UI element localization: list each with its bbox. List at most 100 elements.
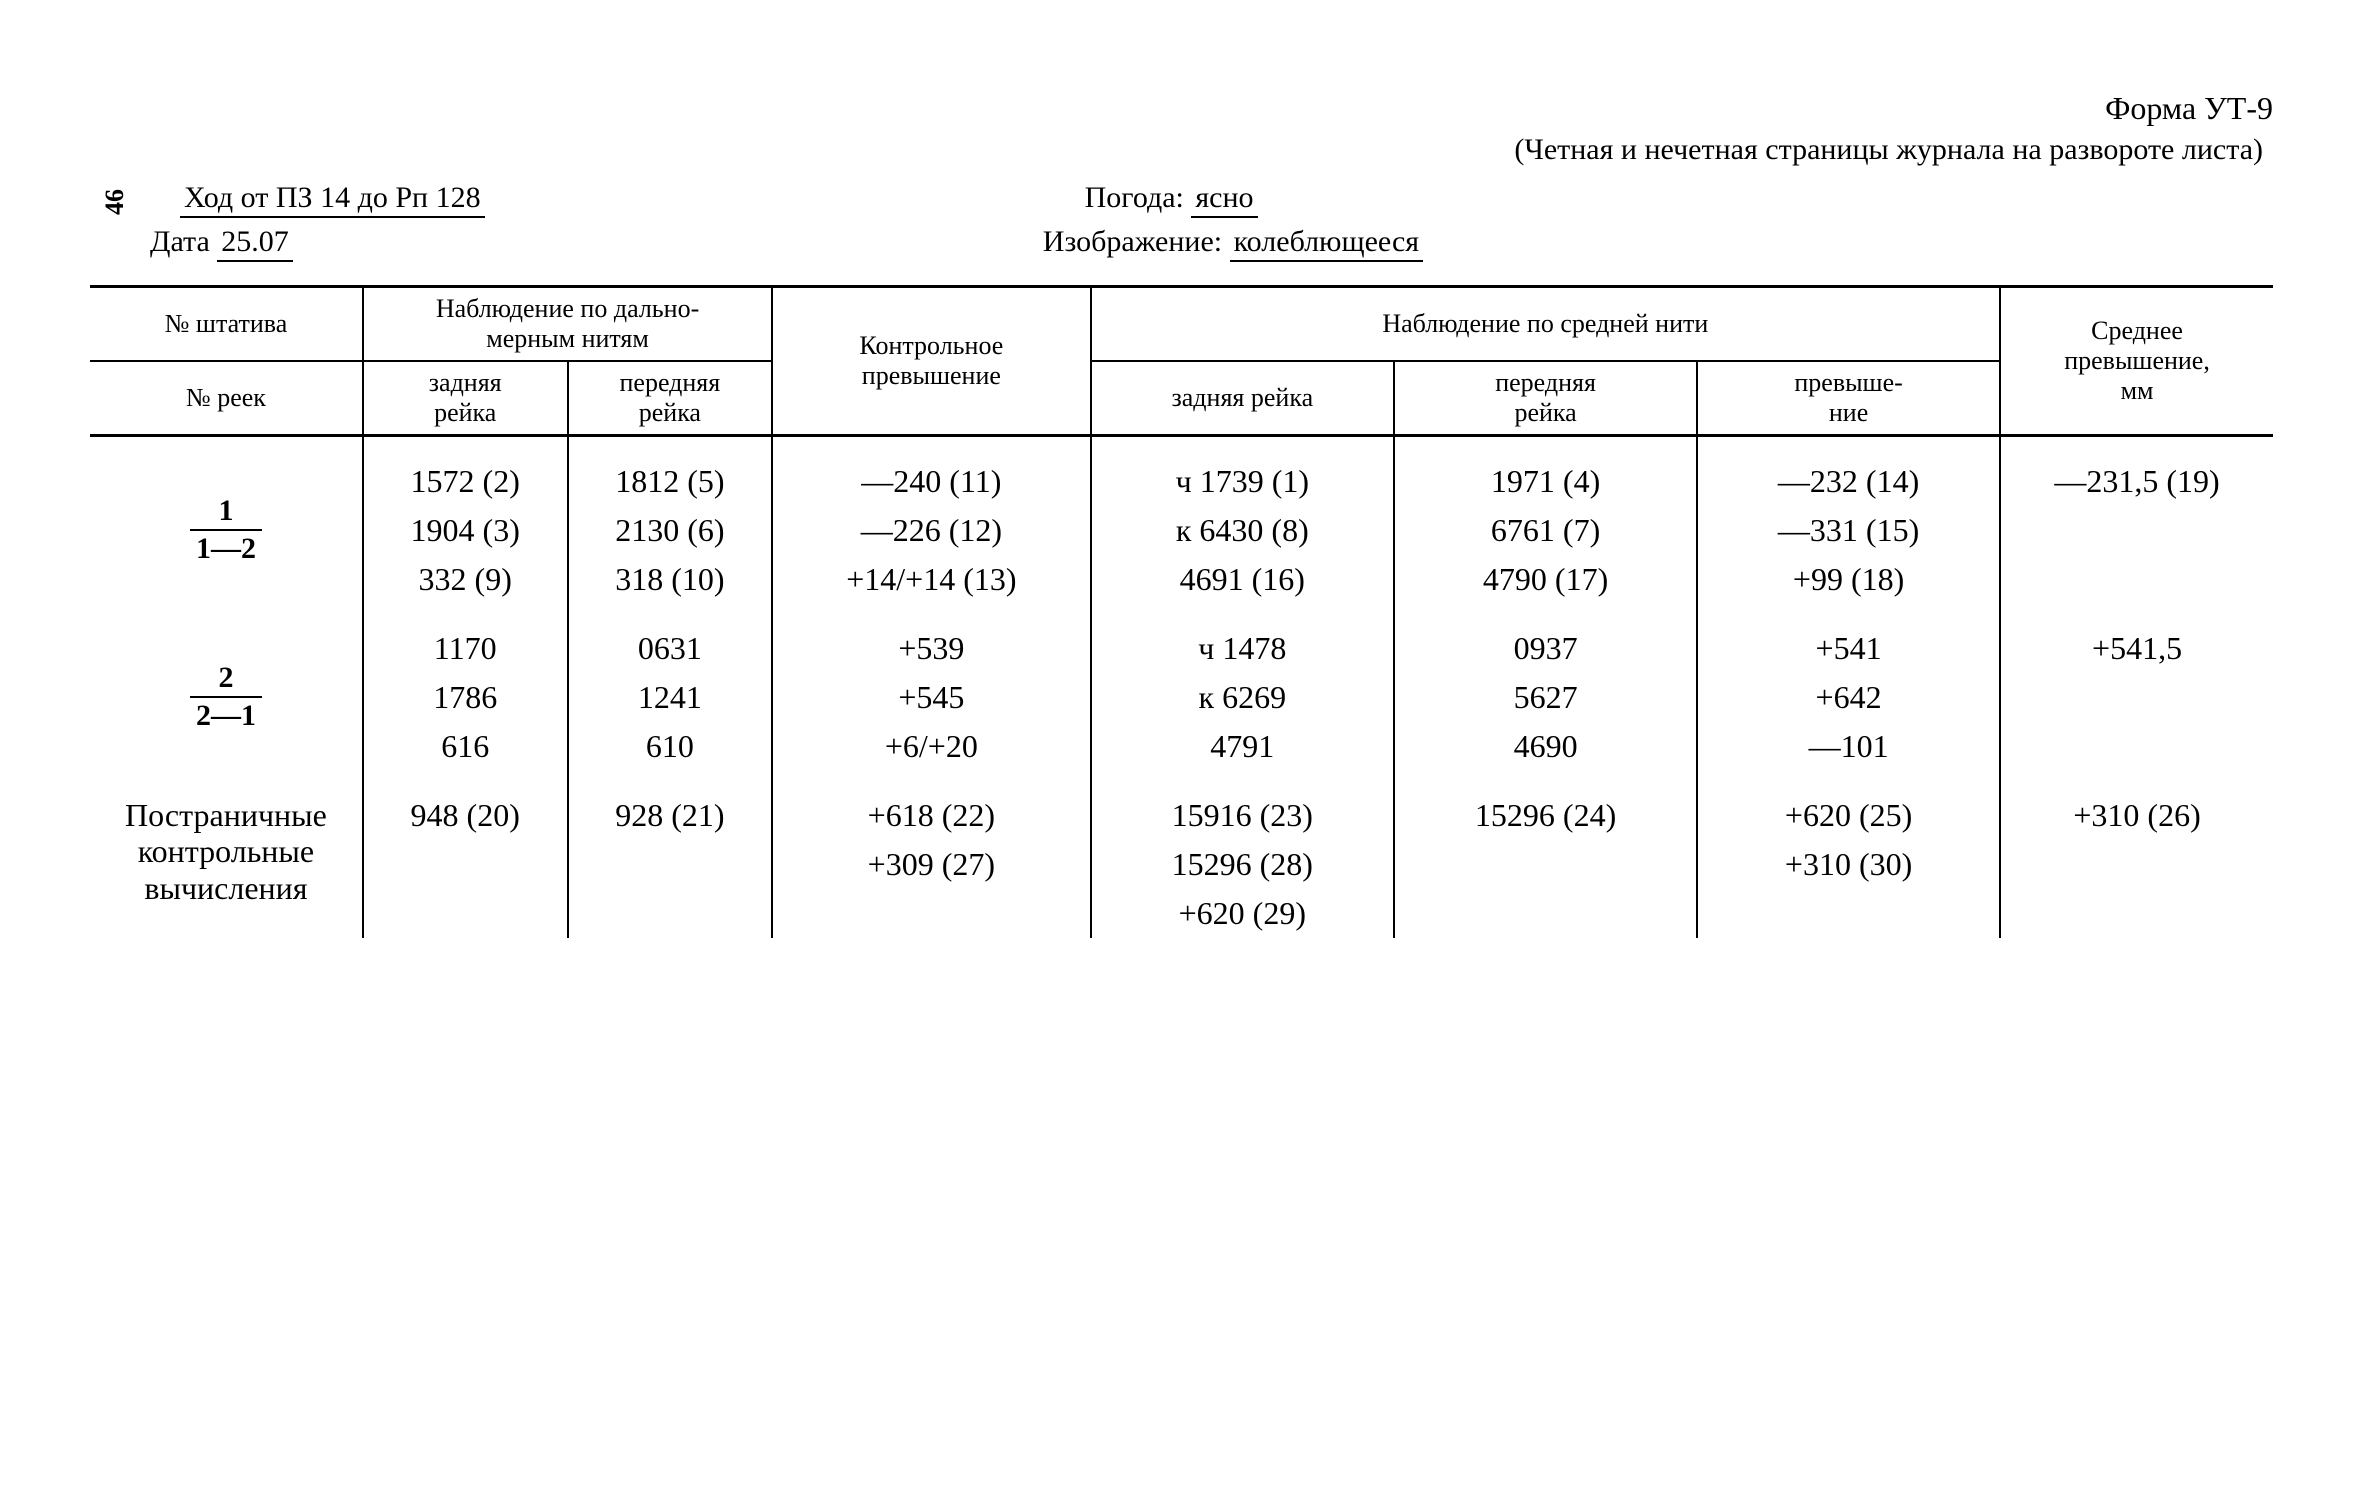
meta-row-2: Дата 25.07 Изображение: колеблющееся <box>90 225 2273 259</box>
table-row: 1 1—2 1572 (2) 1812 (5) —240 (11) ч 1739… <box>90 435 2273 506</box>
cell <box>2000 506 2273 555</box>
frac-num: 2 <box>190 661 262 698</box>
cell: 928 (21) <box>568 771 773 840</box>
cell: +6/+20 <box>772 722 1090 771</box>
cell <box>2000 840 2273 889</box>
date-value: 25.07 <box>217 225 293 262</box>
cell: —232 (14) <box>1697 435 2000 506</box>
cell <box>2000 722 2273 771</box>
table-row: +309 (27) 15296 (28) +310 (30) <box>90 840 2273 889</box>
cell <box>1394 889 1697 938</box>
cell: +545 <box>772 673 1090 722</box>
cell: 1812 (5) <box>568 435 773 506</box>
cell: 1170 <box>363 604 568 673</box>
cell: +539 <box>772 604 1090 673</box>
cell: +541 <box>1697 604 2000 673</box>
station-frac: 1 1—2 <box>90 435 363 604</box>
cell <box>1697 889 2000 938</box>
hdr-control-elev: Контрольное превышение <box>772 287 1090 436</box>
cell: 1241 <box>568 673 773 722</box>
cell <box>363 889 568 938</box>
weather-field: Погода: ясно <box>1085 181 1258 215</box>
cell: 0631 <box>568 604 773 673</box>
cell: 0937 <box>1394 604 1697 673</box>
survey-table: № штатива Наблюдение по дально- мерным н… <box>90 285 2273 938</box>
cell: +618 (22) <box>772 771 1090 840</box>
cell: —240 (11) <box>772 435 1090 506</box>
image-value: колеблющееся <box>1230 225 1423 262</box>
cell: +642 <box>1697 673 2000 722</box>
cell <box>1394 840 1697 889</box>
cell: 332 (9) <box>363 555 568 604</box>
date-label: Дата <box>150 225 210 258</box>
cell: 1572 (2) <box>363 435 568 506</box>
cell: 1904 (3) <box>363 506 568 555</box>
cell: +99 (18) <box>1697 555 2000 604</box>
cell: +620 (25) <box>1697 771 2000 840</box>
hdr-mid-front: передняя рейка <box>1394 361 1697 435</box>
cell: ч 1739 (1) <box>1091 435 1395 506</box>
frac-den: 1—2 <box>190 531 262 566</box>
cell: +541,5 <box>2000 604 2273 673</box>
station-frac: 2 2—1 <box>90 604 363 771</box>
table-row: 1904 (3) 2130 (6) —226 (12) к 6430 (8) 6… <box>90 506 2273 555</box>
cell: 5627 <box>1394 673 1697 722</box>
hdr-back-staff: задняя рейка <box>363 361 568 435</box>
table-row: 616 610 +6/+20 4791 4690 —101 <box>90 722 2273 771</box>
hdr-distance-group: Наблюдение по дально- мерным нитям <box>363 287 772 361</box>
totals-label: Постраничные контрольные вычисления <box>90 771 363 938</box>
cell: к 6430 (8) <box>1091 506 1395 555</box>
cell: 4791 <box>1091 722 1395 771</box>
frac-num: 1 <box>190 494 262 531</box>
cell: 15916 (23) <box>1091 771 1395 840</box>
hdr-staff-num: № штатива <box>90 287 363 361</box>
spread-note: (Четная и нечетная страницы журнала на р… <box>90 133 2273 167</box>
cell <box>2000 673 2273 722</box>
weather-label: Погода: <box>1085 181 1184 214</box>
cell: 1971 (4) <box>1394 435 1697 506</box>
table-body: 1 1—2 1572 (2) 1812 (5) —240 (11) ч 1739… <box>90 435 2273 938</box>
image-label: Изображение: <box>1043 225 1222 258</box>
cell: +309 (27) <box>772 840 1090 889</box>
cell: 15296 (28) <box>1091 840 1395 889</box>
traverse-field: Ход от ПЗ 14 до Рп 128 <box>180 181 485 215</box>
cell: 1786 <box>363 673 568 722</box>
weather-value: ясно <box>1191 181 1257 218</box>
cell: —231,5 (19) <box>2000 435 2273 506</box>
hdr-staff-reek: № реек <box>90 361 363 435</box>
cell: 948 (20) <box>363 771 568 840</box>
hdr-middle-group: Наблюдение по средней нити <box>1091 287 2001 361</box>
page: 46 Форма УТ-9 (Четная и нечетная страниц… <box>0 0 2363 1500</box>
cell: 4690 <box>1394 722 1697 771</box>
table-row: Постраничные контрольные вычисления 948 … <box>90 771 2273 840</box>
traverse-label: Ход от ПЗ 14 до Рп 128 <box>180 181 485 218</box>
hdr-mean-elev: Среднее превышение, мм <box>2000 287 2273 436</box>
cell: 4691 (16) <box>1091 555 1395 604</box>
cell: 15296 (24) <box>1394 771 1697 840</box>
table-header: № штатива Наблюдение по дально- мерным н… <box>90 287 2273 436</box>
cell: —331 (15) <box>1697 506 2000 555</box>
cell: +310 (30) <box>1697 840 2000 889</box>
table-row: 2 2—1 1170 0631 +539 ч 1478 0937 +541 +5… <box>90 604 2273 673</box>
table-row: +620 (29) <box>90 889 2273 938</box>
cell: 616 <box>363 722 568 771</box>
cell: 6761 (7) <box>1394 506 1697 555</box>
cell: +620 (29) <box>1091 889 1395 938</box>
cell: +310 (26) <box>2000 771 2273 840</box>
frac-den: 2—1 <box>190 698 262 733</box>
table-row: 1786 1241 +545 к 6269 5627 +642 <box>90 673 2273 722</box>
cell: ч 1478 <box>1091 604 1395 673</box>
hdr-mid-elev: превыше- ние <box>1697 361 2000 435</box>
cell: —226 (12) <box>772 506 1090 555</box>
cell: 610 <box>568 722 773 771</box>
date-field: Дата 25.07 <box>150 225 293 259</box>
cell: к 6269 <box>1091 673 1395 722</box>
cell <box>772 889 1090 938</box>
cell <box>2000 889 2273 938</box>
form-id: Форма УТ-9 <box>90 90 2273 127</box>
hdr-mid-back: задняя рейка <box>1091 361 1395 435</box>
image-field: Изображение: колеблющееся <box>1043 225 1423 259</box>
cell <box>2000 555 2273 604</box>
cell: 4790 (17) <box>1394 555 1697 604</box>
cell <box>363 840 568 889</box>
